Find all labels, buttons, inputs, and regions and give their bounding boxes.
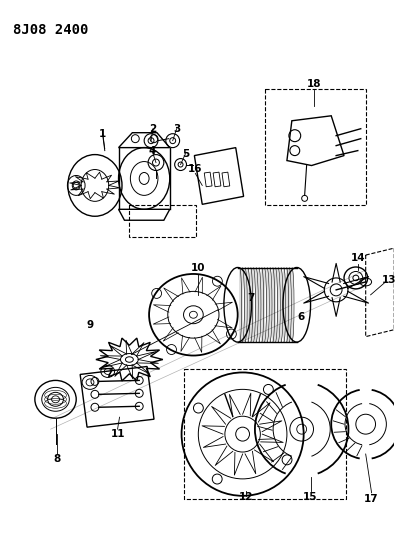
Text: 6: 6	[297, 312, 304, 322]
Text: 1: 1	[99, 128, 107, 139]
Bar	[129, 205, 196, 237]
Bar	[184, 369, 346, 499]
Text: 12: 12	[238, 492, 253, 502]
Text: 17: 17	[364, 494, 379, 504]
Text: 9: 9	[86, 320, 93, 330]
Text: 8: 8	[53, 454, 60, 464]
Text: 11: 11	[110, 429, 125, 439]
Text: 16: 16	[188, 164, 203, 174]
Text: 14: 14	[350, 253, 365, 263]
Text: 4: 4	[148, 146, 156, 156]
Text: 7: 7	[247, 293, 255, 303]
Text: 13: 13	[382, 275, 397, 285]
Text: 18: 18	[307, 79, 322, 89]
Text: 2: 2	[149, 124, 157, 134]
Text: 15: 15	[303, 492, 318, 502]
Text: 3: 3	[173, 124, 180, 134]
Text: 10: 10	[191, 263, 205, 273]
Text: 5: 5	[182, 149, 189, 159]
Text: 8J08 2400: 8J08 2400	[13, 23, 89, 37]
